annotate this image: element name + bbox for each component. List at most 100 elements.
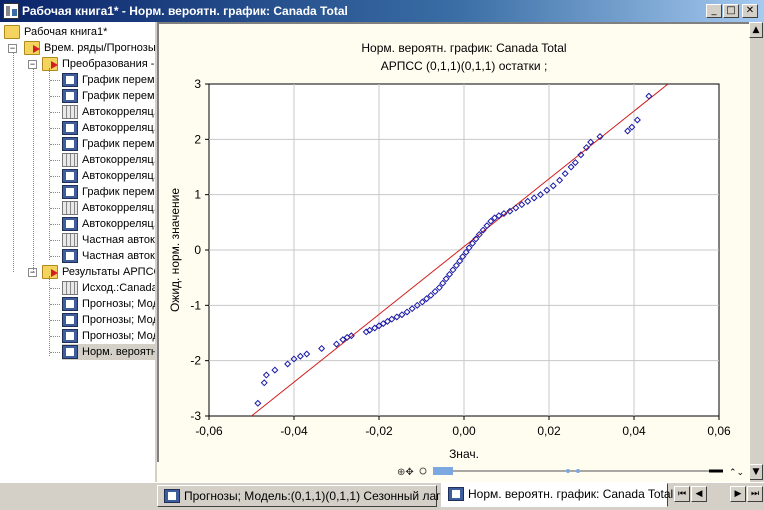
window-title: Рабочая книга1* - Норм. вероятн. график:… (22, 4, 348, 18)
graph-icon (164, 489, 180, 503)
y-tick-label: 2 (194, 132, 201, 146)
tree-item[interactable]: Исход.:Canada... (62, 280, 155, 296)
tree-guide-line (50, 288, 60, 289)
graph-icon (62, 185, 78, 199)
tree-item[interactable]: Норм. вероятн... (62, 344, 155, 360)
zoom-slider-thumb[interactable] (576, 469, 580, 473)
tree-item[interactable]: Прогнозы; Мод... (62, 296, 155, 312)
tab-scroll-prev-icon[interactable]: ◀ (691, 486, 707, 502)
maximize-button[interactable]: □ (723, 4, 739, 18)
data-point (518, 201, 526, 209)
data-point (633, 116, 641, 124)
tree-item[interactable]: График перемен... (62, 184, 155, 200)
sheet-icon (62, 201, 78, 215)
data-point (408, 305, 416, 313)
data-point (459, 253, 467, 261)
close-button[interactable]: ✕ (742, 4, 758, 18)
graph-icon (62, 137, 78, 151)
graph-icon (62, 121, 78, 135)
data-point (427, 291, 435, 299)
tab-forecasts[interactable]: Прогнозы; Модель:(0,1,1)(0,1,1) Сезонный… (157, 485, 461, 507)
data-point (475, 230, 483, 239)
data-point (587, 138, 595, 146)
data-point (388, 315, 396, 323)
tree-item[interactable]: Автокорреляц... (62, 168, 155, 184)
tab-scroll-last-icon[interactable]: ⏭ (747, 486, 763, 502)
minimize-button[interactable]: _ (706, 4, 722, 18)
data-point (483, 222, 491, 230)
tree-item[interactable]: Автокорреляц... (62, 104, 155, 120)
data-point (271, 366, 279, 374)
tree-item-label: Автокорреляц... (82, 122, 155, 134)
x-tick-label: 0,06 (707, 424, 731, 438)
tree-item[interactable]: Автокорреляц... (62, 200, 155, 216)
tree-guide-line (49, 276, 50, 356)
tree-guide-line (50, 336, 60, 337)
vertical-scrollbar[interactable]: ▲ ▼ (749, 22, 764, 484)
tree-item-label: Частная автоко... (82, 250, 155, 262)
tree-item[interactable]: Автокорреляц... (62, 152, 155, 168)
graph-icon (62, 249, 78, 263)
graph-icon (62, 73, 78, 87)
folder-icon (4, 25, 20, 39)
sheet-icon (62, 281, 78, 295)
tree-item[interactable]: График перемен... (62, 88, 155, 104)
tree-root[interactable]: Рабочая книга1* (2, 24, 152, 40)
scroll-down-icon[interactable]: ▼ (749, 464, 763, 480)
data-point (512, 204, 520, 212)
tree-item-label: Автокорреляц... (82, 202, 155, 214)
tree-item[interactable]: Прогнозы; Мод... (62, 328, 155, 344)
tree-guide-line (50, 176, 60, 177)
graph-icon (62, 297, 78, 311)
tree-item[interactable]: Автокорреляц... (62, 216, 155, 232)
x-tick-label: -0,04 (280, 424, 308, 438)
data-point (379, 320, 387, 328)
data-point (556, 176, 564, 184)
sheet-icon (62, 233, 78, 247)
tree-item-label: График перемен... (82, 74, 155, 86)
tree-item-label: Прогнозы; Мод... (82, 298, 155, 310)
graph-icon (62, 345, 78, 359)
tree-guide-line (50, 144, 60, 145)
normal-probability-plot: -0,06 -0,04 -0,02 0,00 0,02 0,04 0,06 3 2 1 0 -1 -2 -… (168, 41, 731, 461)
y-tick-label: -3 (190, 409, 201, 423)
chart-subtitle: АРПСС (0,1,1)(0,1,1) остатки ; (381, 59, 548, 73)
tree-guide-line (50, 96, 60, 97)
data-point (536, 191, 545, 199)
tree-guide-line (50, 80, 60, 81)
data-point (423, 295, 431, 303)
tree-guide-line (50, 352, 60, 353)
zoom-tools-icon[interactable]: ⊕✥ (397, 467, 414, 478)
collapse-toggle-icon[interactable]: − (8, 43, 17, 53)
graph-icon (62, 217, 78, 231)
tree-item[interactable]: Автокорреляц... (62, 120, 155, 136)
tree-item[interactable]: Прогнозы; Мод... (62, 312, 155, 328)
tab-normal-probability-plot[interactable]: Норм. вероятн. график: Canada Total (441, 483, 673, 507)
tree-item-label: Исход.:Canada... (82, 282, 155, 294)
y-axis-label: Ожид. норм. значение (168, 188, 182, 312)
tab-scroll-next-icon[interactable]: ▶ (730, 486, 746, 502)
graph-toolbar: ⊕✥ ⌃⌄ (157, 462, 750, 482)
tree-group-transformations[interactable]: − Преобразования - ... (2, 56, 155, 72)
tree-item-label: Автокорреляц... (82, 218, 155, 230)
tree-group-time-series[interactable]: − Врем. ряды/Прогнозы (2, 40, 155, 56)
collapse-toggle-icon[interactable]: − (28, 59, 37, 69)
tree-item[interactable]: График перемен... (62, 72, 155, 88)
expand-icon[interactable]: ⌃⌄ (729, 468, 744, 478)
tree-group-arima-results[interactable]: − Результаты АРПСС (2, 264, 155, 280)
tab-scroll-first-icon[interactable]: ⏮ (674, 486, 690, 502)
tree-item[interactable]: График перемен... (62, 136, 155, 152)
graph-icon (62, 169, 78, 183)
tree-item-label: Прогнозы; Мод... (82, 330, 155, 342)
tree-item-label: Прогнозы; Мод... (82, 314, 155, 326)
tree-item[interactable]: Частная автоко... (62, 248, 155, 264)
tree-item[interactable]: Частная автоко... (62, 232, 155, 248)
data-point (413, 301, 421, 309)
settings-icon[interactable] (419, 467, 427, 475)
data-point (549, 182, 557, 190)
collapse-toggle-icon[interactable]: − (28, 267, 37, 277)
sheet-icon (62, 105, 78, 119)
scroll-up-icon[interactable]: ▲ (749, 22, 763, 38)
zoom-slider-thumb[interactable] (566, 469, 570, 473)
data-point (303, 350, 311, 358)
